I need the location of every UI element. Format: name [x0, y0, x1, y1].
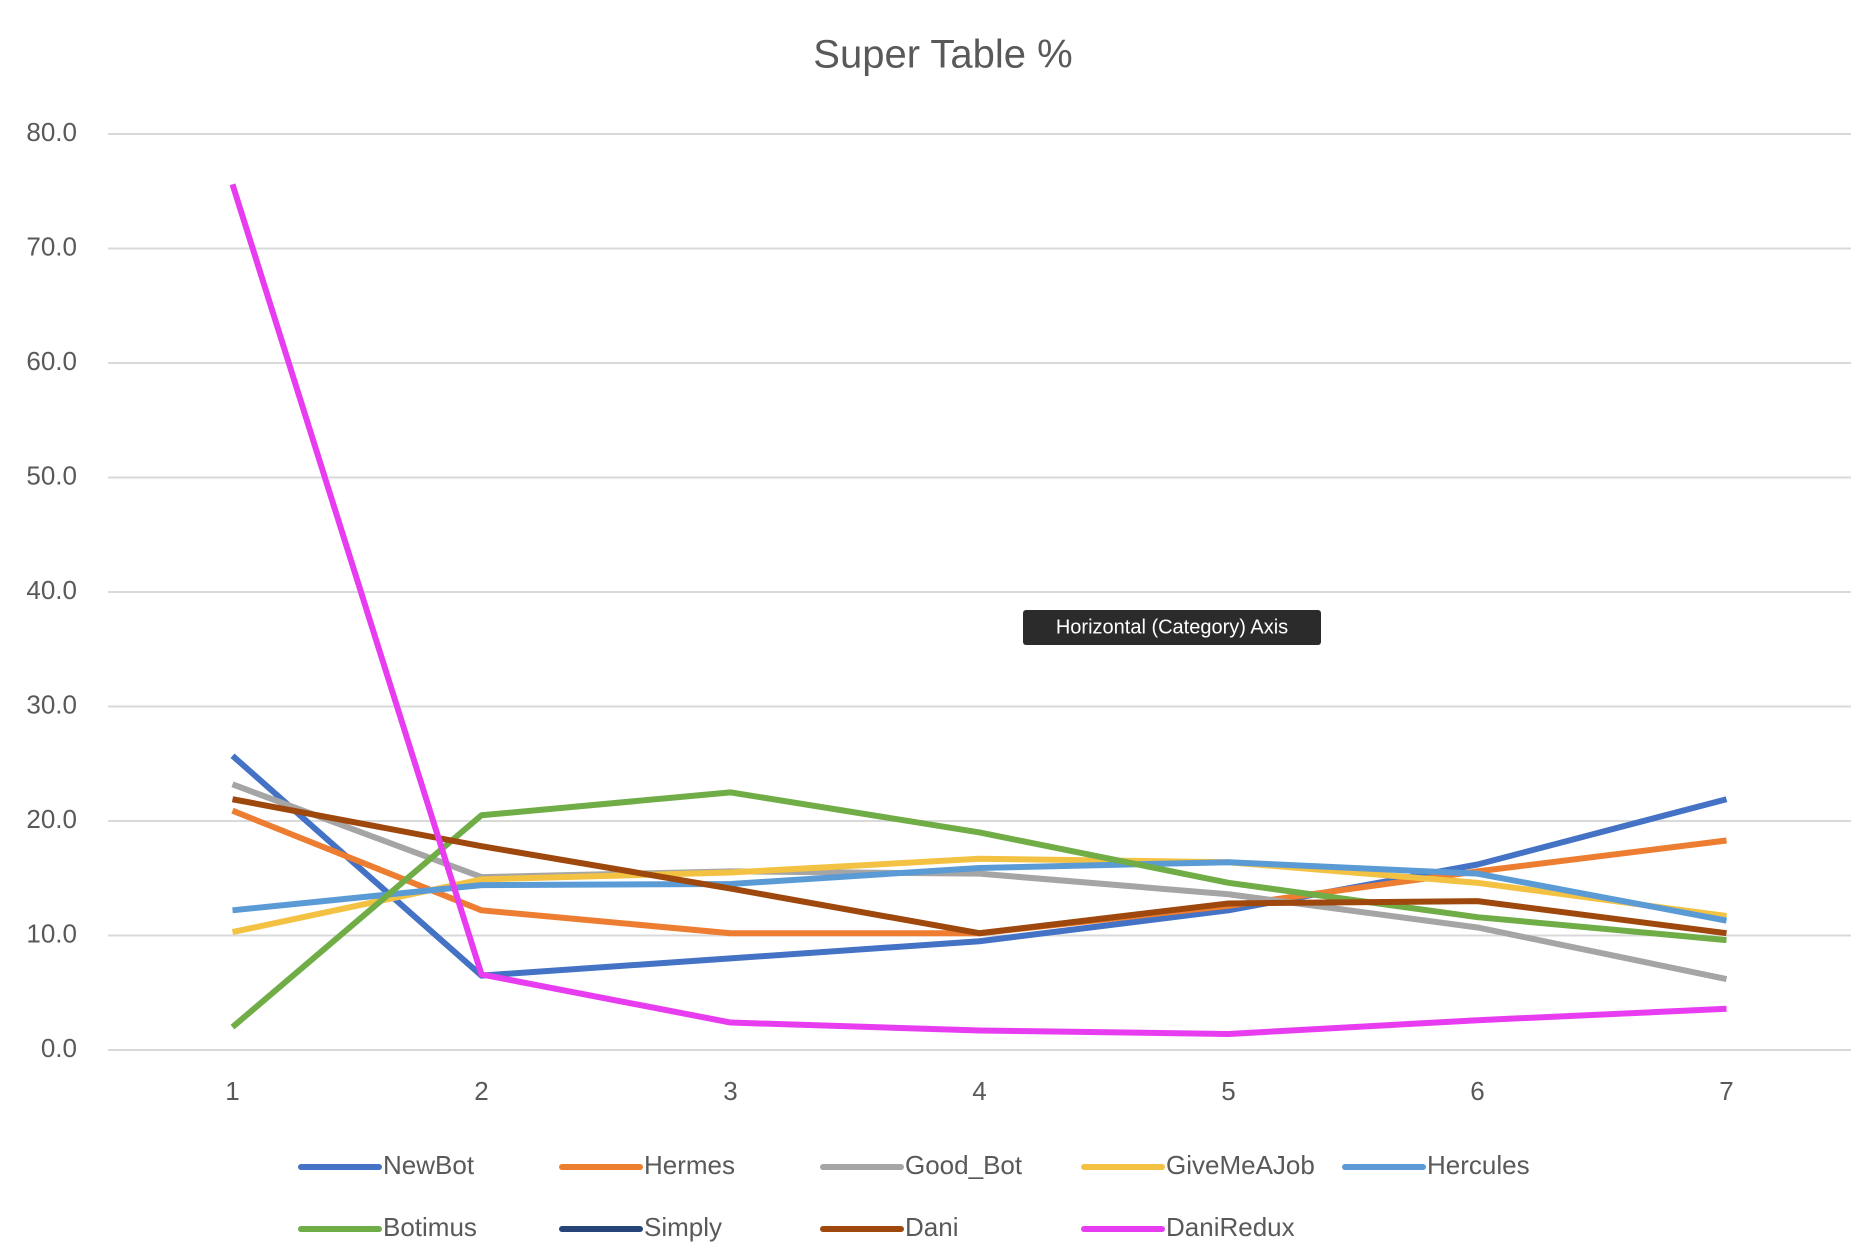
series-line [231, 796, 1727, 937]
legend-label: Dani [905, 1212, 958, 1242]
tooltip-text: Horizontal (Category) Axis [1056, 616, 1288, 638]
x-tick-label: 1 [225, 1076, 239, 1106]
y-tick-label: 80.0 [26, 117, 77, 147]
series-line [232, 859, 1728, 924]
y-tick-label: 20.0 [26, 804, 77, 834]
chart-title: Super Table % [813, 33, 1072, 77]
legend-label: GiveMeAJob [1166, 1150, 1315, 1180]
y-tick-label: 70.0 [26, 231, 77, 261]
legend-label: Hermes [644, 1150, 735, 1180]
y-tick-label: 60.0 [26, 346, 77, 376]
y-tick-label: 0.0 [41, 1033, 77, 1063]
series-line [230, 789, 1727, 1030]
series-line [231, 855, 1727, 936]
x-tick-label: 6 [1470, 1076, 1484, 1106]
legend-label: DaniRedux [1166, 1212, 1295, 1242]
x-tick-label: 4 [972, 1076, 986, 1106]
series-line [229, 183, 1727, 1037]
legend-label: NewBot [383, 1150, 475, 1180]
legend-label: Simply [644, 1212, 722, 1242]
legend-label: Hercules [1427, 1150, 1530, 1180]
x-tick-label: 5 [1221, 1076, 1235, 1106]
x-tick-label: 3 [723, 1076, 737, 1106]
x-tick-label: 7 [1719, 1076, 1733, 1106]
x-tick-label: 2 [474, 1076, 488, 1106]
y-tick-label: 30.0 [26, 689, 77, 719]
tooltip-box [1023, 610, 1321, 645]
y-tick-label: 50.0 [26, 460, 77, 490]
legend-label: Good_Bot [905, 1150, 1023, 1180]
y-tick-label: 10.0 [26, 918, 77, 948]
legend-label: Botimus [383, 1212, 477, 1242]
y-tick-label: 40.0 [26, 575, 77, 605]
